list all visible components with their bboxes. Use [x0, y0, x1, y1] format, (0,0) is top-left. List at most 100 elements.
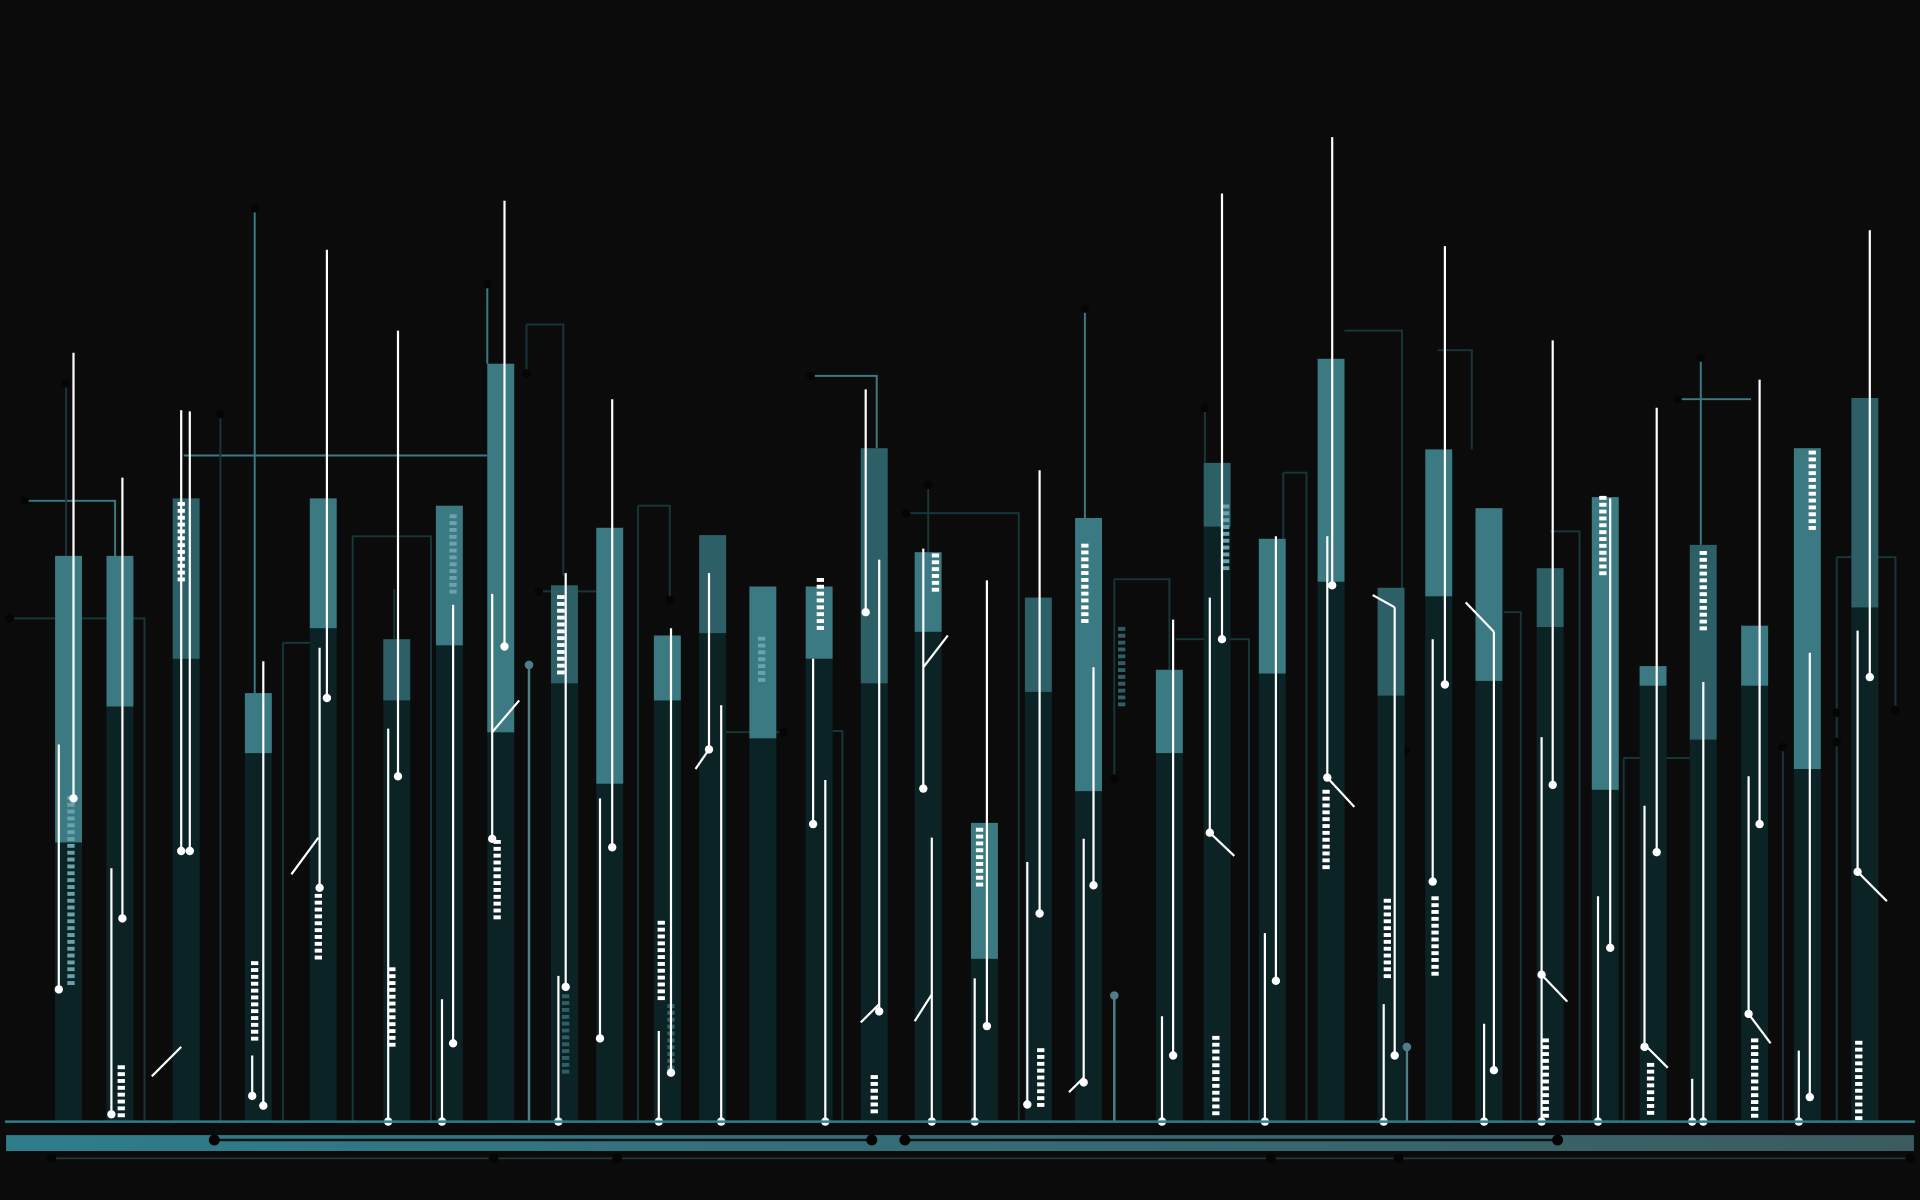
window-dash [314, 921, 322, 926]
window-dash [1699, 557, 1707, 562]
antenna-node [177, 846, 186, 856]
skyline-towers [55, 358, 1879, 1122]
tower-lit-section [309, 498, 337, 629]
window-dash [562, 1001, 570, 1005]
window-dash [1646, 1110, 1655, 1115]
antenna-node [808, 819, 818, 829]
trace-end-dot [20, 496, 29, 506]
window-dash [657, 975, 665, 980]
window-dash [557, 636, 565, 641]
window-dash [1541, 1045, 1549, 1050]
window-dash [1808, 478, 1816, 482]
window-dash [493, 908, 501, 913]
tower [1793, 448, 1821, 1122]
window-dash [117, 1072, 125, 1077]
antenna [1168, 619, 1178, 1060]
antenna-node [248, 1091, 257, 1101]
window-dash [931, 580, 940, 585]
tower-lit-section [1475, 508, 1503, 681]
tower-lit-section [106, 555, 134, 707]
window-dash [1431, 971, 1439, 976]
tower-body [244, 693, 272, 1122]
window-dash [975, 834, 984, 839]
window-dash [314, 907, 322, 912]
window-dash [1037, 1048, 1045, 1053]
antenna-node [875, 1007, 884, 1016]
window-dash [493, 901, 501, 906]
window-dash [1751, 1106, 1759, 1111]
tower [55, 555, 82, 1122]
window-dash [758, 664, 766, 669]
window-dash [1118, 668, 1126, 672]
trace-end-dot [1200, 403, 1210, 413]
window-dash [1599, 509, 1607, 514]
antenna [1606, 498, 1615, 952]
trace-end-dot [806, 371, 815, 381]
window-dash [67, 953, 75, 958]
antenna-node [1217, 635, 1227, 644]
window-dash [657, 982, 665, 987]
antenna-kink [913, 993, 933, 1022]
window-dash [870, 1082, 878, 1086]
window-dash [1081, 543, 1089, 548]
window-dash [1855, 1075, 1863, 1079]
antenna-kink [1209, 831, 1236, 857]
tower-lit-section [1793, 448, 1821, 769]
antenna-node [185, 846, 194, 856]
window-dash [562, 1056, 570, 1060]
tower-lit-section [1591, 497, 1619, 790]
antenna [69, 352, 78, 803]
window-dash [1383, 960, 1391, 965]
window-dash [117, 1085, 125, 1090]
window-dash [251, 1029, 259, 1034]
window-dash [1599, 537, 1607, 541]
tower [435, 505, 463, 1122]
window-dash [67, 857, 75, 862]
antenna-node [500, 642, 509, 651]
window-dash [251, 961, 259, 966]
window-dash [1383, 974, 1391, 979]
antenna-node [1428, 877, 1437, 886]
window-dash [562, 1069, 570, 1074]
antenna [322, 249, 332, 703]
window-dash [975, 848, 984, 853]
tower [309, 498, 337, 1122]
window-dash [816, 591, 824, 596]
window-dash [449, 562, 457, 567]
lower-node [46, 1153, 57, 1164]
window-dash [493, 840, 501, 844]
window-dash [1599, 571, 1607, 576]
window-dash [314, 900, 322, 905]
window-dash [117, 1106, 125, 1111]
window-dash [1118, 633, 1126, 638]
window-dash [1751, 1038, 1759, 1043]
window-dash [1431, 964, 1439, 969]
ground-node [208, 1134, 220, 1146]
window-dash [1855, 1054, 1863, 1059]
tower [244, 693, 272, 1122]
window-dash [557, 663, 565, 668]
tower-lit-section [1075, 518, 1102, 792]
window-dash [816, 619, 824, 623]
window-dash [1383, 905, 1391, 910]
window-dash [1118, 647, 1126, 652]
window-dash [562, 1028, 570, 1033]
window-dash [117, 1092, 125, 1097]
trace-end-dot [1832, 708, 1841, 717]
window-dash [1599, 543, 1607, 548]
window-dash [1431, 896, 1439, 901]
window-dash [1118, 654, 1126, 659]
window-dash [1541, 1113, 1549, 1118]
trace-end-dot [61, 379, 71, 388]
tower-lit-section [244, 693, 272, 754]
window-dash [1322, 796, 1330, 801]
window-dash [1212, 1097, 1220, 1102]
antenna-node [69, 794, 78, 803]
window-dash [251, 1022, 259, 1027]
window-dash [1699, 571, 1707, 576]
window-dash [117, 1113, 125, 1118]
window-dash [388, 1022, 396, 1027]
window-dash [1751, 1100, 1759, 1104]
antenna-node [448, 1039, 458, 1048]
ground-node [899, 1134, 911, 1146]
